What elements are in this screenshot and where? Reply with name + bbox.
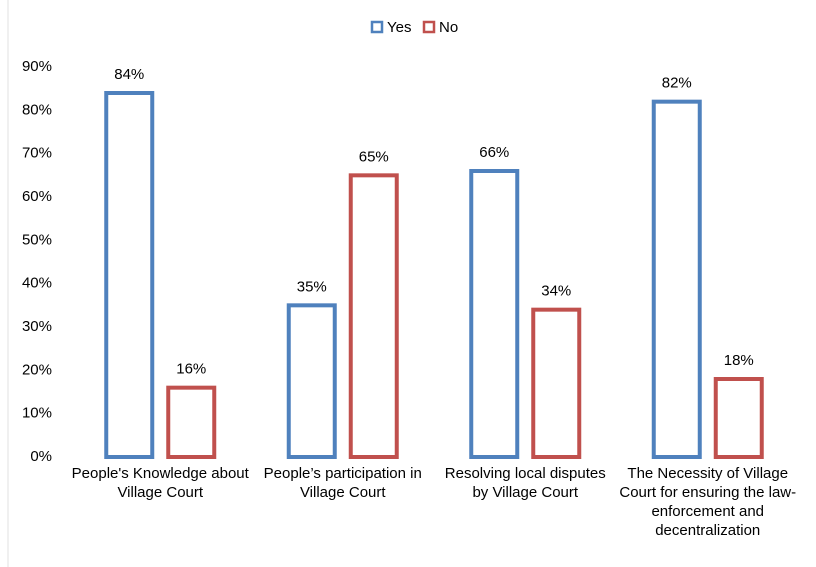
bar	[651, 99, 702, 460]
legend-swatch	[422, 20, 436, 34]
y-tick-label: 30%	[22, 318, 52, 335]
legend-label: Yes	[387, 19, 411, 36]
value-label: 65%	[359, 148, 389, 165]
bar	[166, 385, 217, 459]
y-tick-label: 40%	[22, 275, 52, 292]
value-label: 16%	[176, 361, 206, 378]
value-label: 35%	[297, 278, 327, 295]
y-tick-label: 0%	[30, 448, 52, 465]
y-tick-label: 10%	[22, 405, 52, 422]
y-tick-label: 70%	[22, 145, 52, 162]
value-label: 66%	[479, 144, 509, 161]
x-tick-label: The Necessity of Village Court for ensur…	[619, 465, 797, 539]
bar	[348, 173, 399, 459]
bar	[104, 91, 155, 459]
y-tick-label: 20%	[22, 361, 52, 378]
x-tick-label: Resolving local disputes by Village Cour…	[444, 465, 606, 501]
value-label: 34%	[541, 283, 571, 300]
value-label: 84%	[114, 66, 144, 83]
y-tick-label: 80%	[22, 101, 52, 118]
x-tick-label: People’s participation in Village Court	[263, 465, 422, 501]
y-tick-label: 60%	[22, 188, 52, 205]
y-tick-label: 50%	[22, 231, 52, 248]
value-label: 18%	[724, 352, 754, 369]
value-label: 82%	[662, 75, 692, 92]
legend-label: No	[439, 19, 458, 36]
bar	[469, 169, 520, 459]
bar	[713, 377, 764, 459]
bar	[286, 303, 337, 460]
x-tick-label: People's Knowledge about Village Court	[71, 465, 249, 501]
bar	[531, 307, 582, 459]
y-tick-label: 90%	[22, 58, 52, 75]
legend-swatch	[370, 20, 384, 34]
